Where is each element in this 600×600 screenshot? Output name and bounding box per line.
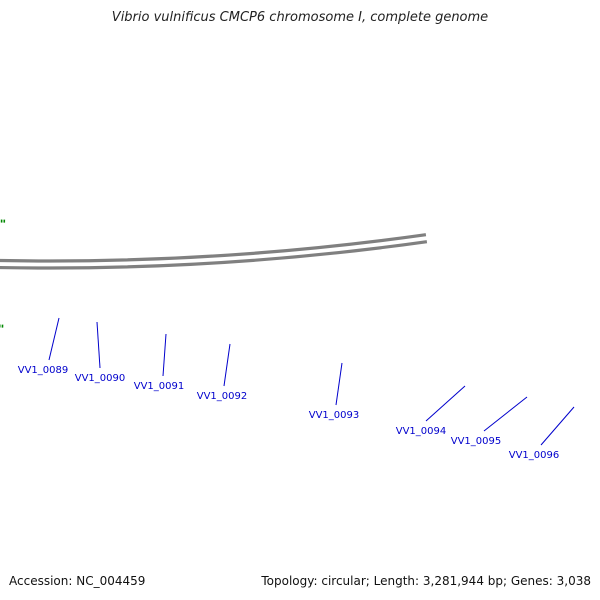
gene-label-leader — [483, 396, 528, 432]
gene-label: VV1_0089 — [18, 365, 69, 376]
gene-label: VV1_0096 — [509, 450, 560, 461]
gene-label: VV1_0090 — [75, 373, 126, 384]
gene-label-leader — [162, 333, 167, 377]
map-title: Vibrio vulnificus CMCP6 chromosome I, co… — [111, 10, 489, 25]
backbone-outer-line — [0, 240, 428, 270]
gene-label-leaders — [48, 317, 575, 446]
backbone-inner-line — [0, 233, 427, 263]
accession-text: Accession: NC_004459 — [9, 574, 146, 588]
gene-label: VV1_0092 — [197, 391, 248, 402]
gene-label: VV1_0095 — [451, 436, 502, 447]
inner-tick-marks — [0, 219, 6, 223]
gene-label-leader — [540, 406, 575, 446]
gene-labels: VV1_0089 VV1_0090 VV1_0091 VV1_0092 VV1_0093… — [18, 365, 560, 461]
gene-label-leader — [48, 317, 60, 361]
gene-label: VV1_0094 — [396, 426, 447, 437]
genome-summary-text: Topology: circular; Length: 3,281,944 bp… — [261, 574, 591, 588]
gene-label-leader — [335, 362, 343, 406]
genome-backbone — [0, 233, 428, 270]
gene-label: VV1_0091 — [134, 381, 185, 392]
gene-label-leader — [96, 321, 101, 369]
gene-label-leader — [223, 343, 231, 387]
outer-tick-marks — [0, 324, 4, 328]
gene-label-leader — [425, 385, 466, 422]
gene-label: VV1_0093 — [309, 410, 360, 421]
